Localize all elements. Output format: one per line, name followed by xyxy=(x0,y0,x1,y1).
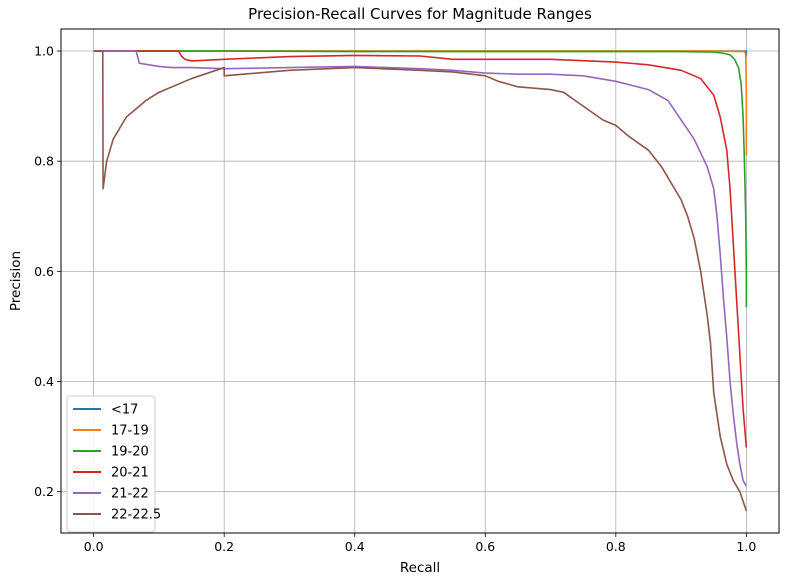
legend-label: 19-20 xyxy=(111,445,149,460)
chart-title: Precision-Recall Curves for Magnitude Ra… xyxy=(248,5,592,23)
y-axis-label: Precision xyxy=(8,251,24,311)
y-tick-label: 0.2 xyxy=(34,484,54,499)
x-tick-label: 0.4 xyxy=(345,539,365,554)
y-tick-label: 1.0 xyxy=(34,44,54,59)
series-line-5 xyxy=(93,50,748,512)
x-tick-label: 0.8 xyxy=(606,539,626,554)
legend-label: 21-22 xyxy=(111,487,149,502)
x-tick-label: 0.0 xyxy=(84,539,104,554)
series-line-3 xyxy=(93,50,748,448)
x-tick-label: 1.0 xyxy=(736,539,756,554)
legend-label: 17-19 xyxy=(111,424,149,439)
axis-ticks: 0.0 0.2 0.4 0.6 0.8 1.0 0.2 0.4 0.6 0.8 1.0 xyxy=(34,44,756,554)
legend-label: <17 xyxy=(111,403,138,418)
y-tick-label: 0.8 xyxy=(34,154,54,169)
y-tick-label: 0.4 xyxy=(34,374,54,389)
x-axis-label: Recall xyxy=(400,560,440,576)
legend: <17 17-19 19-20 20-21 21-22 22-22.5 xyxy=(66,395,161,533)
legend-label: 22-22.5 xyxy=(111,508,161,523)
series-line-4 xyxy=(93,50,748,487)
x-tick-label: 0.6 xyxy=(475,539,495,554)
y-tick-label: 0.6 xyxy=(34,264,54,279)
plot-frame xyxy=(60,28,780,534)
series-lines xyxy=(93,50,748,512)
series-line-2 xyxy=(93,50,748,308)
legend-label: 20-21 xyxy=(111,466,149,481)
x-tick-label: 0.2 xyxy=(214,539,234,554)
